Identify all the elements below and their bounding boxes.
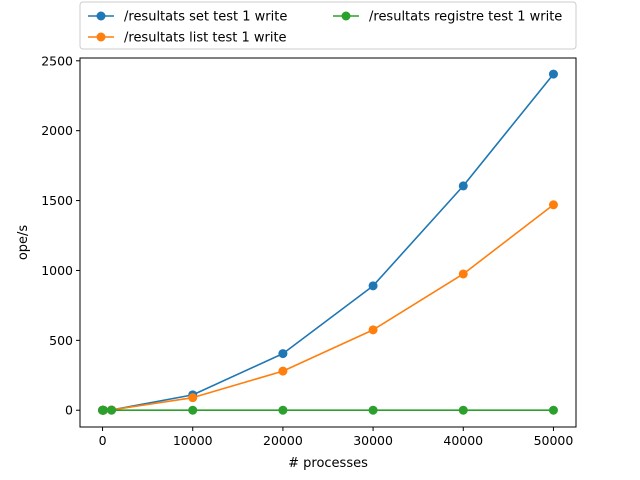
series-line	[101, 204, 554, 412]
data-point	[188, 405, 198, 415]
x-tick-label: 10000	[173, 433, 213, 448]
legend-marker	[96, 32, 106, 42]
data-point	[458, 269, 468, 279]
x-tick-label: 50000	[534, 433, 574, 448]
legend-label: /resultats set test 1 write	[124, 10, 287, 25]
y-axis-label: ope/s	[16, 225, 31, 261]
data-point	[368, 405, 378, 415]
y-tick-label: 1000	[41, 263, 73, 278]
series-layer	[98, 69, 558, 415]
data-point	[368, 281, 378, 291]
legend: /resultats set test 1 write/resultats li…	[79, 1, 577, 50]
data-point	[458, 405, 468, 415]
legend-label: /resultats list test 1 write	[124, 31, 287, 46]
data-point	[278, 366, 288, 376]
y-tick-label: 1500	[41, 193, 73, 208]
series-2	[98, 200, 558, 415]
y-axis: 0 500 1000 1500 2000 2500	[41, 53, 80, 418]
x-tick-label: 40000	[443, 433, 483, 448]
y-tick-label: 2500	[41, 53, 73, 68]
legend-item: /resultats set test 1 write	[88, 10, 287, 25]
legend-item: /resultats registre test 1 write	[333, 10, 562, 25]
data-point	[278, 405, 288, 415]
legend-frame	[79, 1, 577, 50]
data-point	[98, 405, 108, 415]
x-tick-label: 30000	[353, 433, 393, 448]
y-tick-label: 500	[49, 333, 73, 348]
x-tick-label: 20000	[263, 433, 303, 448]
plot-frame	[79, 57, 577, 428]
x-axis: 0 10000 20000 30000 40000 50000	[99, 427, 574, 448]
x-tick-label: 0	[99, 433, 107, 448]
series-3	[98, 405, 558, 415]
legend-marker	[96, 11, 106, 21]
data-point	[368, 325, 378, 335]
series-line	[101, 73, 555, 412]
data-point	[548, 69, 558, 79]
series-1	[98, 69, 558, 415]
legend-label: /resultats registre test 1 write	[369, 10, 562, 25]
data-point	[548, 405, 558, 415]
data-point	[107, 405, 117, 415]
data-point	[188, 393, 198, 403]
legend-item: /resultats list test 1 write	[88, 31, 287, 46]
data-point	[458, 181, 468, 191]
x-axis-label: # processes	[288, 456, 368, 471]
data-point	[278, 349, 288, 359]
y-tick-label: 0	[65, 403, 73, 418]
data-point	[548, 200, 558, 210]
y-tick-label: 2000	[41, 123, 73, 138]
legend-marker	[341, 11, 351, 21]
